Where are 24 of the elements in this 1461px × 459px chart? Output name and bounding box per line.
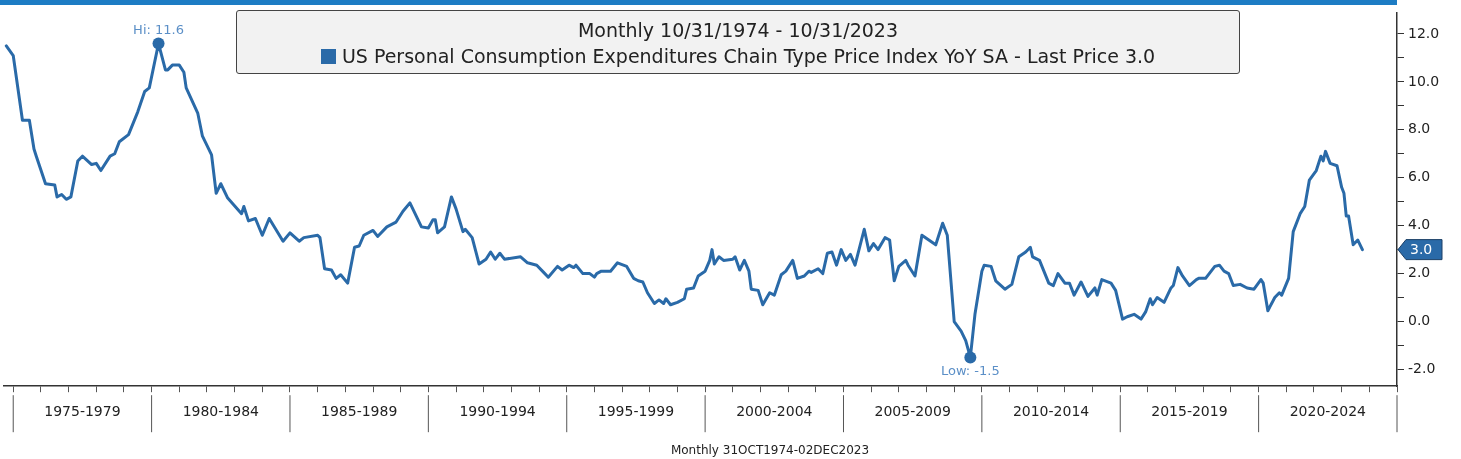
x-tick-label: 2000-2004 <box>736 403 813 420</box>
x-tick-label: 1995-1999 <box>597 403 675 420</box>
x-tick-label: 2015-2019 <box>1151 403 1228 420</box>
annotation: Hi: 11.6 <box>133 22 184 38</box>
annotation: Low: -1.5 <box>940 363 1000 379</box>
y-tick-label: 6.0 <box>1408 168 1431 185</box>
y-tick-label: 2.0 <box>1408 264 1431 281</box>
text: 3.0 <box>1410 241 1433 258</box>
x-tick-label: 1980-1984 <box>182 403 260 420</box>
y-tick-label: -2.0 <box>1408 360 1436 377</box>
y-tick-label: 4.0 <box>1408 216 1431 233</box>
y-tick-label: 10.0 <box>1408 72 1440 89</box>
legend-title: Monthly 10/31/1974 - 10/31/2023 <box>576 19 900 41</box>
x-tick-label: 2020-2024 <box>1289 403 1367 420</box>
x-tick-label: 1990-1994 <box>459 403 536 420</box>
y-tick-label: 0.0 <box>1408 312 1431 329</box>
y-tick-label: 8.0 <box>1408 120 1431 137</box>
text: Monthly 31OCT1974-02DEC2023 <box>670 443 870 458</box>
x-tick-label: 1985-1989 <box>321 403 398 420</box>
x-tick-label: 2010-2014 <box>1012 403 1090 420</box>
y-tick-label: 12.0 <box>1408 24 1440 41</box>
x-tick-label: 2005-2009 <box>874 403 951 420</box>
x-tick-label: 1975-1979 <box>44 403 121 420</box>
legend-label: US Personal Consumption Expenditures Chain Type Price Index YoY SA - Last Price 3.0 <box>341 45 1156 67</box>
